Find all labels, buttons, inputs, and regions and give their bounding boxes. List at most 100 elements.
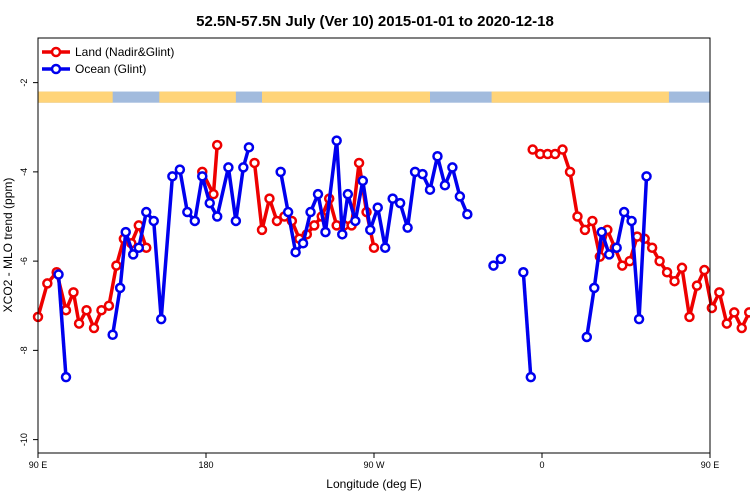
series-0-point-54 xyxy=(669,275,680,287)
legend-land-marker xyxy=(50,46,62,58)
series-1-point-49 xyxy=(518,267,529,278)
x-tick-label-3: 0 xyxy=(539,460,544,470)
series-1 xyxy=(53,135,652,383)
series-1-point-41 xyxy=(424,184,436,195)
series-1-point-34 xyxy=(372,202,383,213)
series-1-point-32 xyxy=(357,175,369,187)
series-1-point-37 xyxy=(394,197,406,209)
series-1-point-17 xyxy=(223,162,234,173)
legend: Land (Nadir&Glint) Ocean (Glint) xyxy=(42,45,174,76)
series-0-point-52 xyxy=(654,255,665,267)
series-0-point-7 xyxy=(88,322,100,334)
series-1-point-30 xyxy=(342,188,354,200)
series-1-point-54 xyxy=(603,249,615,260)
series-0-point-42 xyxy=(579,224,591,236)
series-1-point-1 xyxy=(60,371,72,383)
series-1-point-44 xyxy=(447,162,458,173)
series-1-point-4 xyxy=(120,226,131,238)
series-1-point-14 xyxy=(197,171,208,182)
series-0-line-3 xyxy=(531,147,750,330)
series-0-point-35 xyxy=(527,144,538,155)
y-axis: -2 -4 -6 -8 -10 xyxy=(19,79,38,446)
series-1-point-23 xyxy=(290,246,301,258)
legend-land-label: Land (Nadir&Glint) xyxy=(75,45,174,59)
series-1-point-10 xyxy=(167,171,178,182)
series-0-point-43 xyxy=(587,215,598,227)
series-1-point-20 xyxy=(243,142,255,153)
series-0-point-3 xyxy=(60,304,72,316)
series-0-point-26 xyxy=(309,220,320,231)
x-tick-label-4: 90 E xyxy=(701,460,720,470)
series-1-point-56 xyxy=(618,206,630,218)
series-1-point-28 xyxy=(331,135,342,146)
series-1-point-15 xyxy=(204,197,215,209)
series-1-point-35 xyxy=(379,242,391,253)
series-0-point-4 xyxy=(68,287,79,298)
series-0-point-53 xyxy=(661,267,673,278)
series-1-point-29 xyxy=(337,229,348,240)
series-0-point-9 xyxy=(103,300,115,311)
series-0-point-32 xyxy=(353,157,365,169)
series-1-point-47 xyxy=(488,260,499,271)
series-1-point-3 xyxy=(114,282,126,294)
series-1-point-25 xyxy=(305,206,316,218)
series-1-point-50 xyxy=(525,371,537,383)
series-1-point-18 xyxy=(230,215,242,227)
mask-land-segment-3 xyxy=(491,91,669,103)
legend-ocean-label: Ocean (Glint) xyxy=(75,62,146,76)
series-0-point-40 xyxy=(564,166,576,178)
series-0-point-16 xyxy=(208,188,219,200)
series-1-point-27 xyxy=(320,226,331,238)
series-0-point-38 xyxy=(549,148,561,160)
series-1-point-16 xyxy=(211,211,223,222)
series-0-point-63 xyxy=(736,322,747,334)
series-0-point-55 xyxy=(676,262,688,274)
series-1-point-52 xyxy=(589,282,600,294)
series-1-point-19 xyxy=(238,162,249,173)
series-0-point-58 xyxy=(699,264,710,276)
y-tick-label-2: -6 xyxy=(19,257,29,265)
series-0-point-8 xyxy=(96,304,107,316)
series-1-point-2 xyxy=(107,329,118,340)
series-0 xyxy=(32,139,750,334)
series-1-point-6 xyxy=(133,242,145,253)
series-1-point-58 xyxy=(633,313,645,325)
y-tick-label-0: -2 xyxy=(19,79,29,87)
series-1-point-21 xyxy=(275,166,286,178)
series-1-point-43 xyxy=(439,180,451,191)
series-1-line-4 xyxy=(521,272,533,378)
series-layer xyxy=(32,135,750,383)
x-axis-title: Longitude (deg E) xyxy=(326,477,421,491)
series-1-point-5 xyxy=(127,249,139,260)
series-0-point-61 xyxy=(721,318,733,329)
series-1-line-0 xyxy=(56,274,68,378)
y-tick-label-3: -8 xyxy=(19,346,29,354)
series-0-point-47 xyxy=(617,260,628,271)
series-0-point-64 xyxy=(743,307,750,318)
series-1-point-7 xyxy=(141,206,152,218)
series-1-point-11 xyxy=(174,164,186,175)
series-1-point-59 xyxy=(641,171,652,182)
series-1-point-31 xyxy=(350,215,361,227)
y-tick-label-1: -4 xyxy=(19,168,29,176)
series-0-point-57 xyxy=(691,280,703,291)
series-0-point-10 xyxy=(111,260,122,271)
series-1-point-55 xyxy=(611,242,622,253)
series-0-point-5 xyxy=(73,318,85,329)
legend-ocean-marker xyxy=(50,63,62,75)
series-0-point-51 xyxy=(646,242,658,253)
series-1-point-36 xyxy=(387,193,398,204)
series-0-point-56 xyxy=(684,311,695,323)
series-1-point-48 xyxy=(495,253,507,265)
series-1-point-53 xyxy=(596,226,607,238)
series-0-point-20 xyxy=(264,193,275,204)
y-tick-label-4: -10 xyxy=(19,433,29,446)
mask-land-segment-2 xyxy=(262,91,430,103)
x-tick-label-0: 90 E xyxy=(29,460,48,470)
series-0-point-59 xyxy=(706,302,718,314)
series-1-point-46 xyxy=(462,209,473,220)
series-1-point-40 xyxy=(417,168,428,180)
series-1-point-57 xyxy=(626,215,637,227)
land-ocean-mask-strip xyxy=(38,91,710,103)
